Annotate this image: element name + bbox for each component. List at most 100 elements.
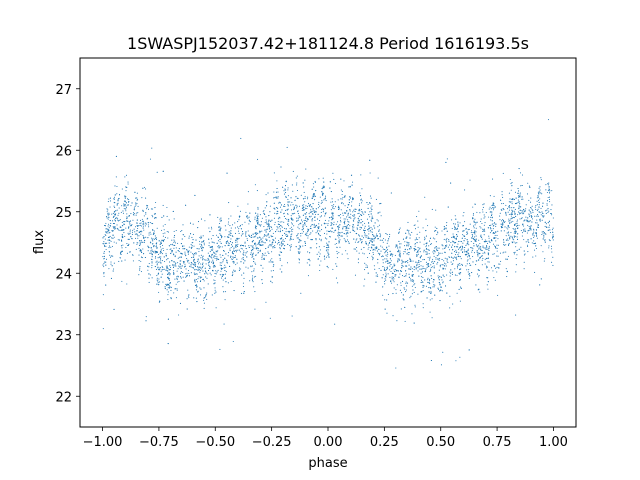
data-point [201, 276, 203, 278]
data-point [517, 233, 519, 235]
data-point [536, 210, 538, 212]
data-point [488, 245, 490, 247]
data-point [375, 281, 377, 283]
data-point [314, 210, 316, 212]
data-point [478, 239, 480, 241]
data-point [154, 257, 156, 259]
data-point [546, 203, 548, 205]
data-point [530, 212, 532, 214]
data-point [528, 199, 530, 201]
data-point [297, 219, 299, 221]
data-point [155, 252, 158, 254]
data-point [443, 276, 445, 278]
data-point [300, 235, 302, 237]
data-point [229, 248, 231, 250]
data-point [357, 241, 359, 243]
data-point [530, 238, 532, 240]
data-point [281, 221, 283, 223]
data-point [298, 228, 300, 230]
data-point [364, 269, 366, 271]
data-point [513, 253, 515, 255]
data-point [448, 249, 451, 251]
data-point [197, 258, 199, 260]
data-point [134, 205, 136, 207]
data-point [244, 241, 246, 243]
data-point [361, 214, 363, 216]
data-point [518, 224, 520, 226]
data-point [432, 281, 434, 283]
data-point [508, 220, 510, 222]
data-point [491, 213, 493, 215]
data-point [442, 274, 444, 276]
data-point [145, 223, 147, 225]
data-point [449, 275, 451, 277]
data-point [332, 205, 334, 207]
data-point [424, 196, 426, 198]
data-point [202, 262, 204, 264]
data-point [304, 197, 306, 200]
data-point [274, 237, 276, 239]
data-point [267, 246, 269, 248]
data-point [297, 233, 299, 235]
data-point [213, 252, 215, 254]
data-point [355, 246, 358, 249]
data-point [407, 221, 409, 224]
data-point [268, 252, 270, 254]
data-point [245, 231, 247, 233]
data-point [535, 232, 537, 235]
data-point [376, 246, 378, 248]
data-point [210, 226, 213, 228]
data-point [358, 215, 360, 217]
data-point [208, 242, 210, 244]
data-point [126, 252, 128, 254]
data-point [544, 240, 546, 242]
data-point [323, 181, 325, 183]
data-point [219, 229, 221, 231]
data-point [208, 261, 210, 263]
data-point [491, 229, 493, 231]
data-point [545, 189, 547, 191]
data-point [307, 275, 310, 277]
data-point [208, 245, 210, 247]
data-point [360, 198, 363, 200]
data-point [214, 275, 216, 278]
data-point [161, 266, 163, 268]
data-point [154, 217, 156, 219]
data-point [257, 206, 259, 208]
data-point [147, 222, 149, 224]
data-point [409, 278, 412, 280]
data-point [220, 265, 222, 267]
data-point [486, 277, 488, 279]
data-point [233, 261, 235, 263]
data-point [185, 204, 187, 206]
data-point [357, 213, 359, 215]
data-point [261, 282, 263, 284]
data-point [517, 214, 519, 216]
data-point [180, 266, 182, 268]
data-point [353, 238, 355, 240]
data-point [114, 219, 116, 221]
data-point [461, 245, 463, 247]
data-point [518, 201, 520, 203]
data-point [412, 281, 415, 283]
data-point [306, 208, 308, 210]
data-point [507, 225, 509, 227]
data-point [261, 230, 263, 232]
data-point [253, 286, 255, 288]
data-point [269, 205, 271, 207]
data-point [230, 258, 232, 260]
data-point [382, 286, 384, 288]
data-point [301, 219, 303, 221]
data-point [516, 221, 518, 223]
data-point [519, 194, 521, 196]
data-point [345, 226, 347, 228]
data-point [296, 207, 298, 209]
data-point [370, 238, 372, 240]
data-point [330, 224, 332, 226]
data-point [212, 262, 214, 264]
data-point [413, 291, 415, 294]
data-point [487, 248, 489, 250]
data-point [227, 242, 229, 244]
data-point [335, 277, 338, 279]
data-point [337, 235, 339, 237]
